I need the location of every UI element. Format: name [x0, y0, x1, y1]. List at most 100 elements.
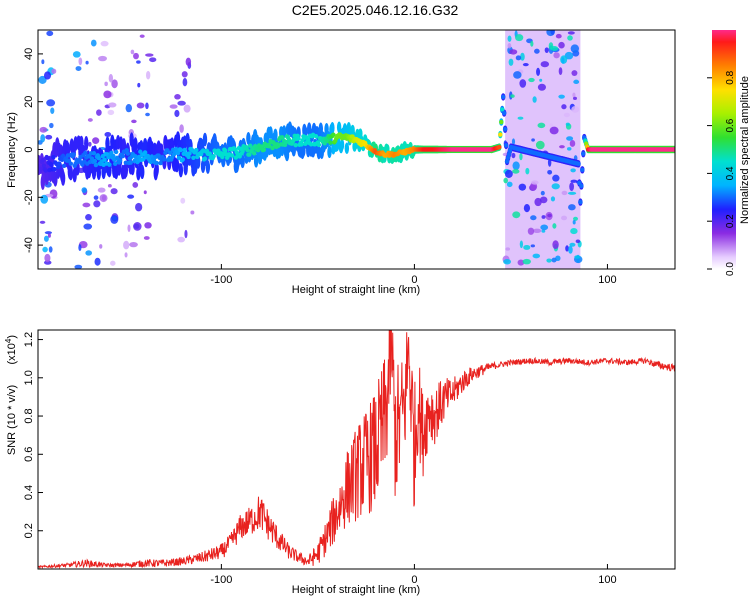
noise-blob [93, 195, 99, 200]
ridge-core [56, 164, 61, 170]
ridge-core [40, 157, 46, 163]
noise-blob [512, 169, 520, 174]
noise-blob [544, 47, 549, 53]
ridge-core [38, 154, 41, 160]
noise-blob [564, 51, 574, 60]
noise-blob [39, 126, 48, 133]
noise-blob [511, 138, 516, 145]
noise-blob [82, 202, 91, 208]
y-tick-label: 0.2 [23, 523, 35, 538]
noise-blob [571, 105, 580, 113]
noise-blob [139, 34, 145, 38]
noise-blob [551, 257, 557, 263]
ridge-halo [273, 128, 278, 142]
noise-blob [75, 66, 82, 72]
noise-blob [568, 245, 573, 254]
noise-blob [575, 239, 581, 244]
colorbar-tick-label: 0.0 [725, 262, 736, 276]
noise-blob [510, 94, 515, 98]
ridge-halo [240, 155, 245, 169]
noise-blob [552, 240, 559, 250]
noise-blob [177, 236, 186, 243]
ridge-core [186, 154, 191, 160]
ridge-core [191, 155, 196, 161]
noise-blob [46, 30, 54, 37]
ridge-core [331, 132, 336, 137]
y-tick-label: 40 [23, 48, 35, 60]
noise-blob [507, 43, 512, 49]
noise-blob [51, 68, 57, 74]
noise-blob [43, 71, 52, 80]
noise-blob [517, 259, 525, 266]
noise-blob [78, 57, 83, 66]
ridge-core [178, 147, 184, 153]
ridge-core [113, 161, 118, 166]
noise-blob [550, 196, 556, 202]
ridge-halo [301, 143, 306, 157]
x-tick-label: -100 [210, 574, 232, 586]
ridge-core [286, 137, 292, 142]
noise-blob [530, 244, 535, 248]
spectrogram-panel: -100 0 100 -40 -20 0 20 40 Height of straight l… [6, 29, 676, 296]
ridge-core [498, 132, 503, 137]
noise-blob [180, 197, 186, 204]
noise-blob [110, 188, 118, 195]
snr-scale-label: (x104) [4, 335, 18, 365]
noise-blob [143, 236, 150, 240]
noise-blob [558, 41, 565, 49]
ridge-core [60, 153, 66, 159]
noise-blob [573, 216, 579, 221]
noise-blob [570, 227, 578, 235]
ridge-core [182, 147, 187, 153]
noise-blob [503, 177, 508, 184]
noise-blob [125, 103, 133, 113]
noise-blob [519, 240, 524, 249]
noise-blob [561, 104, 567, 110]
ridge-core [113, 149, 119, 155]
noise-blob [523, 244, 531, 250]
noise-blob [561, 57, 565, 64]
noise-blob [98, 55, 108, 62]
ridge-core [313, 133, 319, 139]
noise-blob [566, 147, 572, 151]
noise-blob [525, 167, 530, 175]
ridge-halo [178, 163, 184, 178]
ridge-halo [84, 136, 89, 151]
noise-blob [547, 213, 552, 218]
colorbar-tick-label: 0.2 [725, 214, 736, 228]
noise-blob [539, 78, 543, 82]
ridge-halo [174, 157, 180, 173]
noise-blob [90, 39, 97, 47]
ridge-halo [154, 161, 159, 177]
noise-blob [541, 229, 546, 233]
noise-blob [509, 49, 518, 55]
ridge-core [45, 155, 50, 161]
ridge-core [41, 163, 46, 168]
ridge-core [501, 110, 507, 116]
ridge-halo [253, 154, 259, 168]
ridge-halo [68, 165, 74, 181]
noise-blob [530, 40, 534, 47]
noise-blob [523, 203, 531, 213]
noise-blob [532, 96, 537, 103]
ridge-core [52, 166, 57, 172]
ridge-halo [142, 137, 148, 153]
noise-blob [135, 202, 143, 212]
noise-blob [177, 100, 186, 106]
noise-blob [549, 123, 554, 128]
noise-blob [107, 183, 112, 188]
noise-blob [43, 235, 49, 242]
noise-blob [567, 191, 577, 195]
noise-blob [100, 40, 109, 47]
noise-blob [552, 174, 560, 182]
noise-blob [569, 140, 576, 147]
ridge-core [505, 155, 511, 161]
noise-blob [97, 187, 106, 193]
noise-blob [540, 190, 545, 196]
noise-blob [111, 79, 118, 89]
noise-blob [515, 55, 522, 61]
ridge-core [216, 148, 221, 153]
ridge-core [120, 153, 126, 159]
noise-blob [174, 94, 181, 100]
ridge-core [247, 152, 252, 157]
